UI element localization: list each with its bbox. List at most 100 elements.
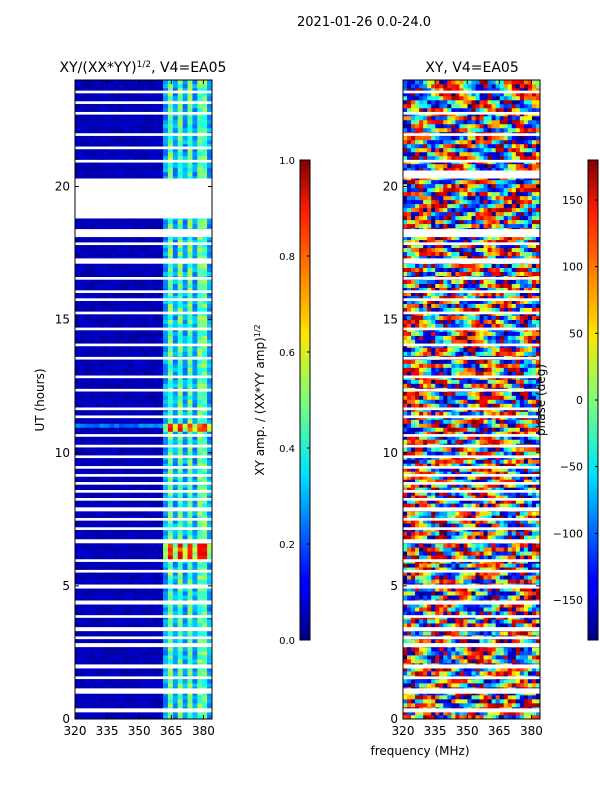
heatmap-cell: [202, 611, 208, 616]
heatmap-cell: [427, 695, 432, 700]
heatmap-cell: [79, 639, 86, 644]
heatmap-cell: [84, 119, 90, 125]
heatmap-cell: [138, 247, 144, 253]
heatmap-cell: [202, 139, 208, 145]
heatmap-cell: [109, 699, 115, 704]
heatmap-cell: [182, 335, 188, 340]
heatmap-cell: [128, 531, 135, 536]
heatmap-cell: [202, 291, 208, 296]
heatmap-cell: [128, 115, 135, 121]
heatmap-cell: [119, 383, 125, 388]
heatmap-cell: [182, 671, 188, 676]
heatmap-cell: [182, 163, 188, 169]
heatmap-cell: [202, 307, 208, 312]
heatmap-cell: [202, 435, 208, 440]
heatmap-cell: [143, 515, 149, 520]
heatmap-cell: [182, 359, 188, 364]
heatmap-cell: [187, 367, 193, 372]
heatmap-cell: [119, 563, 125, 568]
heatmap-cell: [123, 543, 130, 548]
heatmap-cell: [427, 703, 432, 708]
heatmap-cell: [153, 219, 159, 225]
heatmap-cell: [138, 423, 144, 428]
heatmap-cell: [104, 499, 110, 504]
heatmap-cell: [114, 255, 120, 261]
heatmap-cell: [163, 283, 169, 288]
y-tick-label: 0: [62, 712, 70, 726]
heatmap-cell: [123, 619, 130, 624]
heatmap-cell: [99, 263, 105, 269]
heatmap-cell: [84, 247, 90, 253]
heatmap-cell: [148, 403, 154, 408]
heatmap-cell: [94, 103, 100, 109]
heatmap-cell: [123, 239, 130, 245]
heatmap-cell: [158, 359, 164, 364]
heatmap-cell: [133, 531, 139, 536]
heatmap-cell: [435, 683, 440, 688]
heatmap-cell: [133, 435, 139, 440]
heatmap-cell: [167, 359, 174, 364]
heatmap-cell: [84, 579, 90, 584]
flagged-gap: [75, 466, 212, 469]
heatmap-cell: [114, 519, 120, 524]
heatmap-cell: [123, 127, 130, 133]
heatmap-cell: [75, 591, 81, 596]
heatmap-cell: [158, 603, 164, 608]
heatmap-cell: [192, 543, 198, 548]
heatmap-cell: [123, 223, 130, 229]
heatmap-cell: [499, 679, 505, 684]
heatmap-cell: [197, 239, 203, 245]
heatmap-cell: [75, 135, 81, 141]
heatmap-cell: [182, 655, 188, 660]
heatmap-cell: [89, 607, 95, 612]
heatmap-cell: [94, 603, 100, 608]
heatmap-cell: [197, 151, 203, 157]
heatmap-cell: [128, 647, 135, 652]
heatmap-cell: [207, 175, 212, 181]
heatmap-cell: [415, 679, 420, 684]
heatmap-cell: [114, 163, 120, 169]
heatmap-cell: [143, 703, 149, 708]
heatmap-cell: [182, 503, 188, 508]
heatmap-cell: [75, 303, 81, 308]
heatmap-cell: [109, 371, 115, 376]
heatmap-cell: [114, 143, 120, 149]
heatmap-cell: [89, 511, 95, 516]
heatmap-cell: [75, 251, 81, 257]
heatmap-cell: [114, 427, 120, 432]
heatmap-cell: [75, 347, 81, 352]
heatmap-cell: [495, 699, 501, 704]
heatmap-cell: [75, 607, 81, 612]
heatmap-cell: [79, 291, 86, 296]
heatmap-cell: [114, 399, 120, 404]
heatmap-cell: [148, 463, 154, 468]
heatmap-cell: [153, 143, 159, 149]
heatmap-cell: [133, 147, 139, 153]
heatmap-cell: [499, 695, 505, 700]
heatmap-cell: [99, 467, 105, 472]
heatmap-cell: [167, 219, 174, 225]
heatmap-cell: [104, 423, 110, 428]
heatmap-cell: [515, 671, 521, 676]
heatmap-cell: [94, 655, 100, 660]
heatmap-cell: [202, 87, 208, 93]
heatmap-cell: [148, 571, 154, 576]
heatmap-cell: [443, 679, 448, 684]
heatmap-cell: [207, 395, 212, 400]
colorbar-tick-label: 0.4: [279, 444, 295, 455]
heatmap-cell: [138, 307, 144, 312]
heatmap-cell: [89, 151, 95, 157]
heatmap-cell: [177, 523, 183, 528]
heatmap-cell: [471, 683, 476, 688]
heatmap-cell: [99, 715, 105, 719]
heatmap-cell: [133, 171, 139, 177]
heatmap-cell: [148, 135, 154, 141]
heatmap-cell: [94, 623, 100, 628]
heatmap-cell: [163, 631, 169, 636]
heatmap-cell: [128, 147, 135, 153]
heatmap-cell: [119, 463, 125, 468]
heatmap-cell: [109, 711, 115, 716]
heatmap-cell: [119, 511, 125, 516]
heatmap-cell: [415, 695, 420, 700]
heatmap-cell: [89, 411, 95, 416]
